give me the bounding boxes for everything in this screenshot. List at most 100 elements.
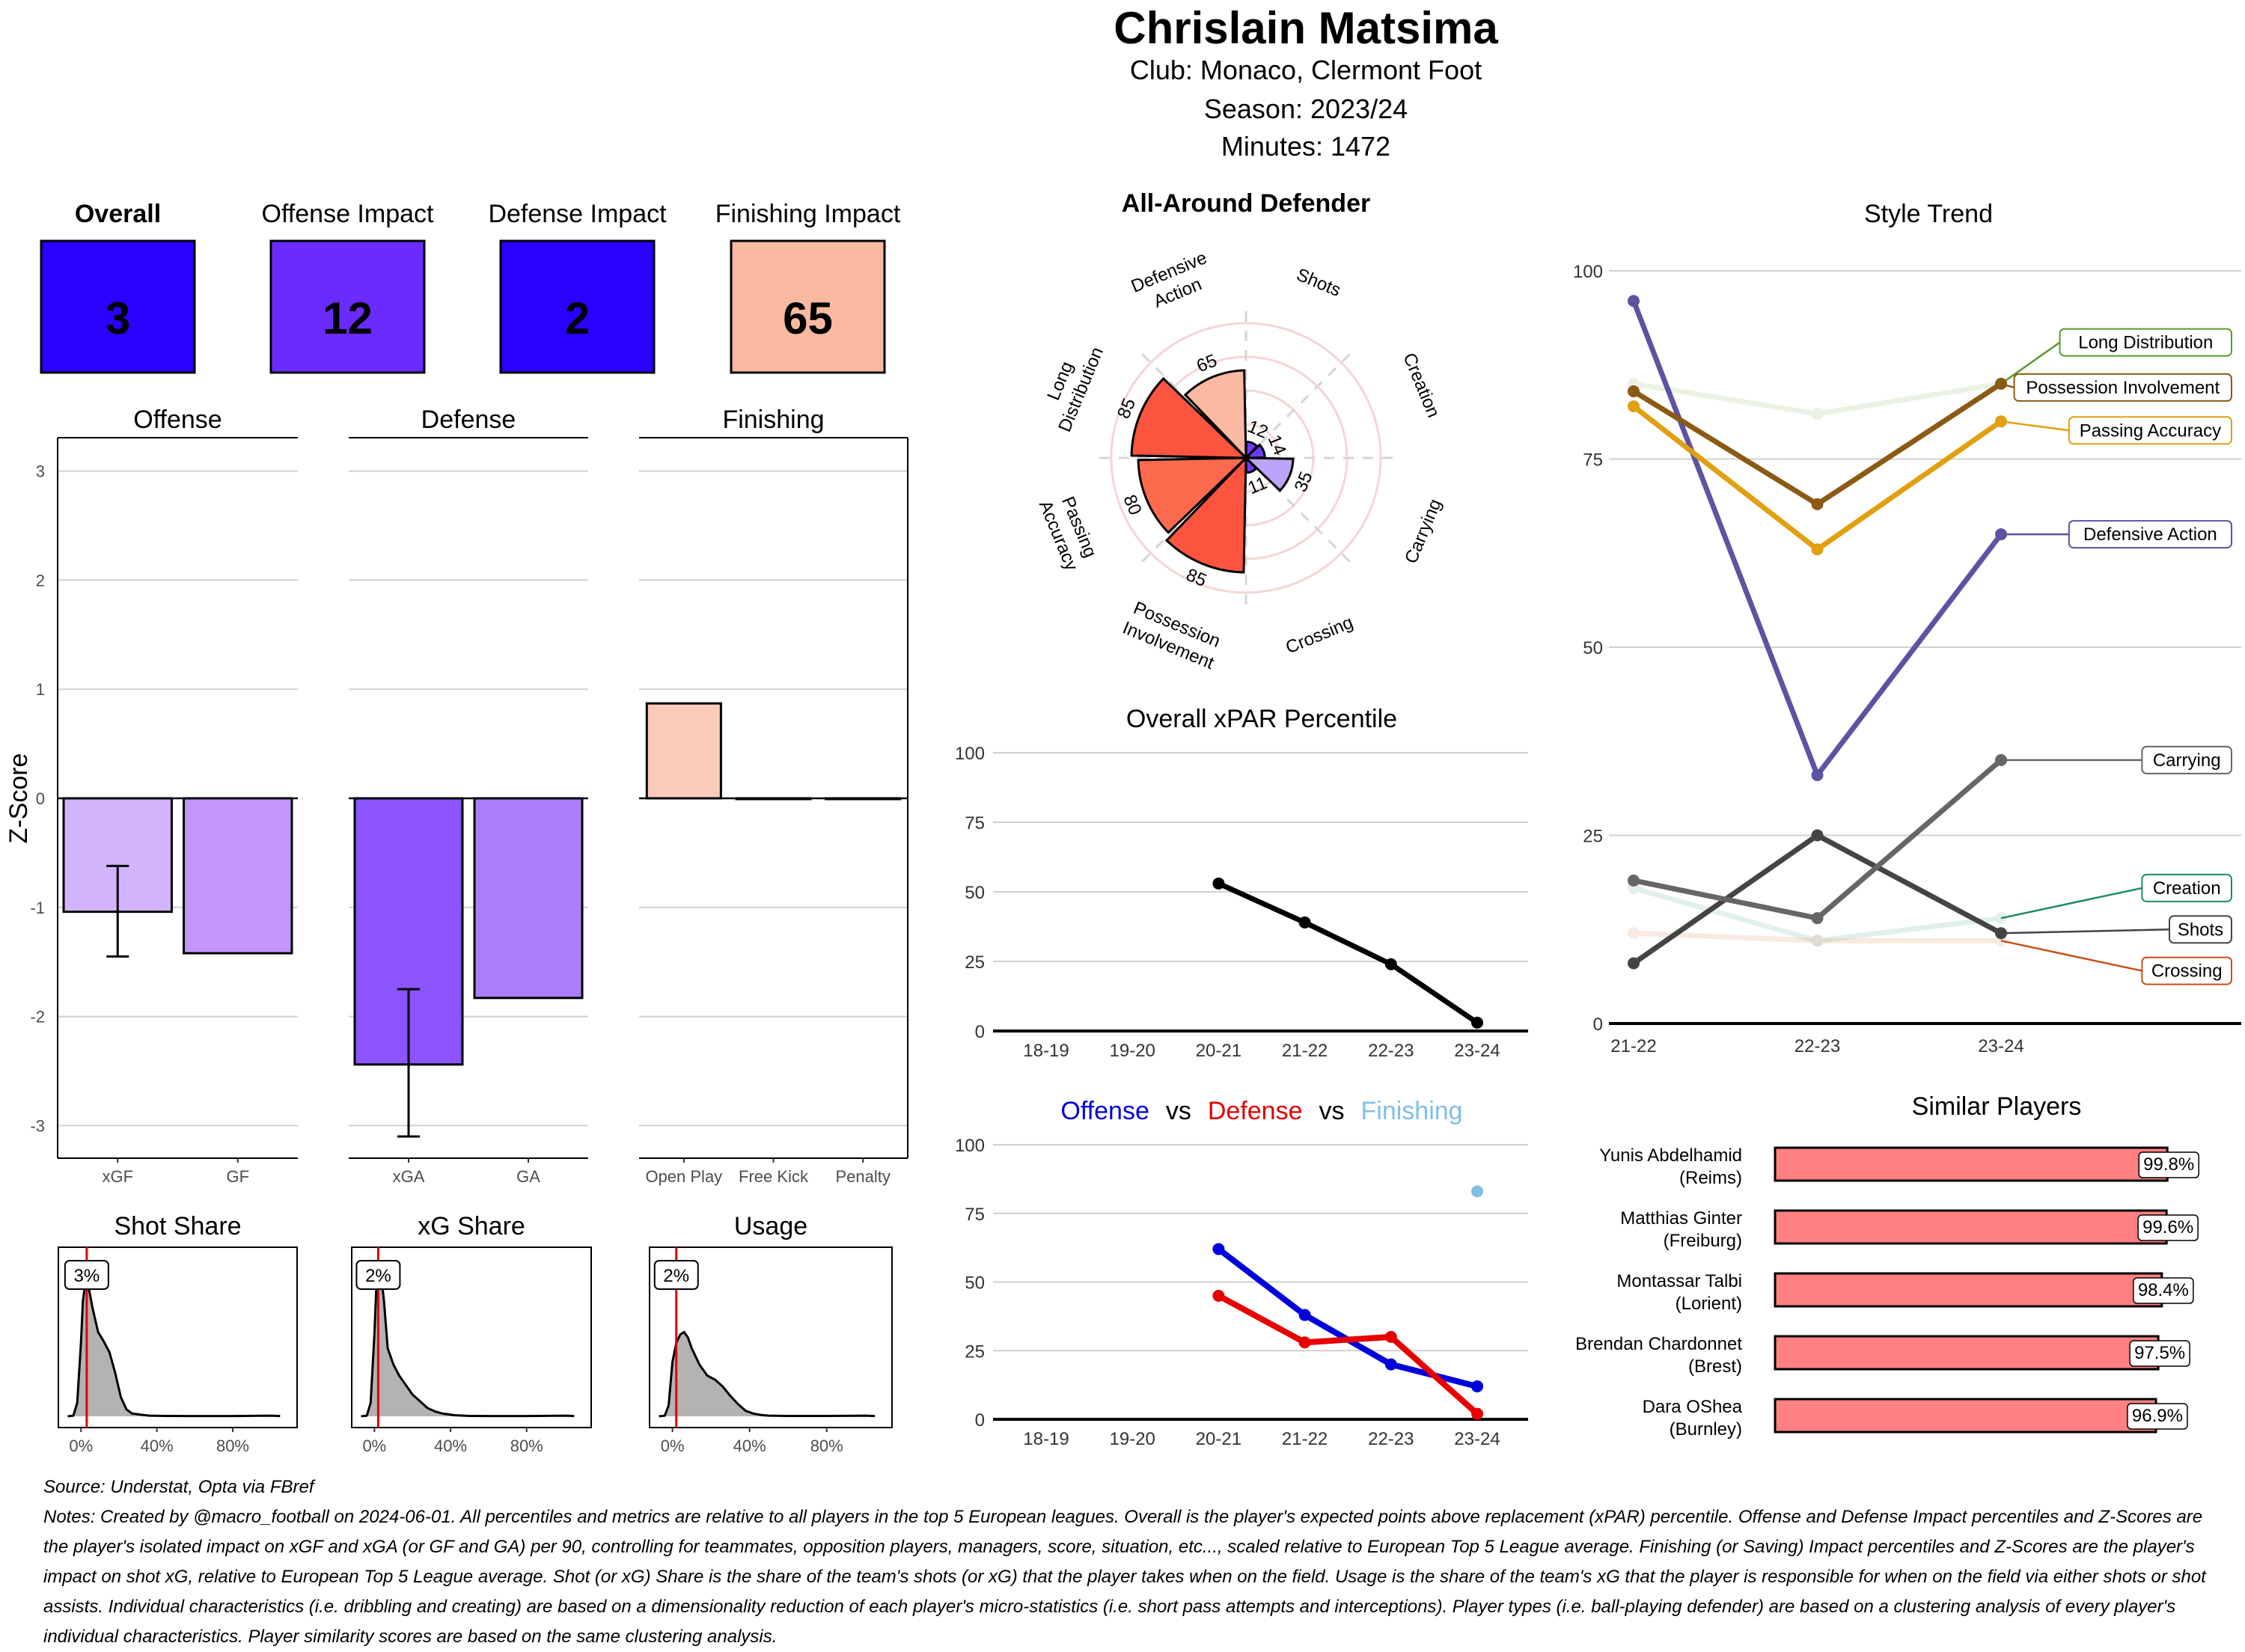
x-tick-label: 18-19 [1023,1041,1069,1061]
similar-player-name: Matthias Ginter [1620,1208,1742,1229]
x-tick-label: 23-24 [1454,1429,1500,1449]
y-tick-label: 0 [36,789,45,808]
impact-card-value: 65 [783,293,833,343]
polar-bar-possession-involvement [1164,455,1247,574]
data-point [1811,498,1824,510]
polar-category-label-line: Carrying [1401,496,1446,566]
similarity-value: 98.4% [2138,1280,2189,1300]
similar-player-name: Yunis Abdelhamid [1599,1145,1742,1166]
data-point [1471,1380,1483,1392]
similar-player-club: (Lorient) [1676,1294,1742,1314]
chart-title: Similar Players [1912,1092,2082,1121]
y-tick-label: 50 [965,883,985,903]
data-point [1384,1330,1397,1343]
impact-card-box [40,239,196,374]
x-tick-label: 19-20 [1110,1041,1155,1061]
series-line [1631,930,2004,943]
series-label: Passing Accuracy [2080,420,2221,441]
impact-card-box [730,239,886,374]
y-tick-label: 0 [975,1410,985,1431]
data-point [1471,1407,1483,1420]
data-point [1471,1185,1483,1198]
similarity-value: 97.5% [2134,1343,2185,1363]
series-line [1215,1292,1480,1417]
density-area [67,1280,281,1416]
data-point [1628,400,1640,413]
similar-player-club: (Burnley) [1670,1419,1742,1440]
similarity-bar [1774,1272,2163,1308]
data-point [1811,769,1824,782]
impact-card-label: Defense Impact [488,200,667,228]
similar-player-club: (Reims) [1679,1168,1742,1188]
panel-title: xG Share [418,1212,525,1240]
polar-category-label-line: Creation [1399,350,1444,420]
label-leader-line [2000,929,2170,934]
series-label: Possession Involvement [2026,378,2220,398]
title-part: vs [1319,1097,1345,1125]
x-tick-label: xGF [102,1167,133,1186]
data-point [1628,874,1640,887]
series-defense [1212,1289,1483,1420]
panel-border [58,1246,298,1428]
data-point [1212,1289,1225,1302]
polar-value-label: 35 [1291,468,1317,495]
panel-title: Shot Share [114,1212,241,1240]
chart-title: All-Around Defender [1122,189,1370,218]
panel-title: Defense [421,406,516,434]
radial-grid-ring [1110,322,1382,594]
xpar-percentile-chart: 0 25 50 75 100 18-19 19-20 20-21 21-22 22-23 23-24… [955,705,1528,1061]
density-panel-xg-share: xG Share 2% 0% 40% 80% [351,1212,592,1455]
title-part: Finishing [1361,1097,1463,1125]
y-tick-label: 75 [1583,450,1603,471]
series-label-box [2169,915,2232,944]
series-long-distribution [1628,377,2007,420]
data-point [1811,934,1824,947]
footer: Source: Understat, Opta via FBref Notes:… [43,1472,2229,1652]
data-point [1628,385,1640,397]
impact-card-label: Finishing Impact [715,200,901,228]
x-tick-label: 23-24 [1454,1041,1500,1061]
series-passing-accuracy [1628,400,2007,556]
polar-bar-long-distribution [1130,376,1249,459]
style-trend-chart: Style Trend 0 25 50 75 100 21-22 22-23 23-24 Long… [1573,200,2241,1056]
y-tick-label: 100 [1573,262,1603,282]
similarity-label-box [2129,1340,2190,1367]
data-point [1811,829,1824,842]
data-point [1384,1358,1397,1371]
series-line [1631,298,2004,778]
similar-player-name: Brendan Chardonnet [1575,1334,1742,1354]
club-line: Club: Monaco, Clermont Foot [1130,55,1482,85]
y-tick-label: 75 [965,813,985,833]
series-overall [1212,877,1483,1029]
y-tick-label: 25 [965,1342,985,1362]
panel-title: Usage [734,1212,807,1240]
marker-label-box [653,1260,699,1290]
similar-player-row: Brendan Chardonnet(Brest) 97.5% [1575,1334,2190,1377]
series-defensive-action [1628,295,2007,782]
y-tick-label: 25 [965,952,985,973]
density-panel-usage: Usage 2% 0% 40% 80% [649,1212,893,1455]
x-tick-label: 0% [69,1437,93,1455]
density-line [361,1265,575,1418]
methodology-notes: Notes: Created by @macro_football on 202… [43,1507,2206,1647]
similarity-value: 96.9% [2132,1406,2183,1426]
x-tick-label: GA [516,1167,540,1186]
y-tick-label: 1 [36,680,45,699]
series-creation [1628,881,2007,947]
panel-title: Finishing [722,406,824,434]
x-tick-label: Open Play [645,1167,722,1186]
y-tick-label: 100 [955,744,985,764]
series-label-box [2059,328,2233,357]
impact-card-label: Overall [75,200,161,228]
data-point [1628,957,1640,970]
x-tick-label: 0% [661,1437,685,1455]
series-label-box [2068,520,2233,549]
data-point [1811,912,1824,925]
density-line [659,1330,876,1418]
y-tick-label: 50 [965,1273,985,1294]
label-leader-line [2000,887,2142,920]
title-part: vs [1166,1097,1191,1125]
